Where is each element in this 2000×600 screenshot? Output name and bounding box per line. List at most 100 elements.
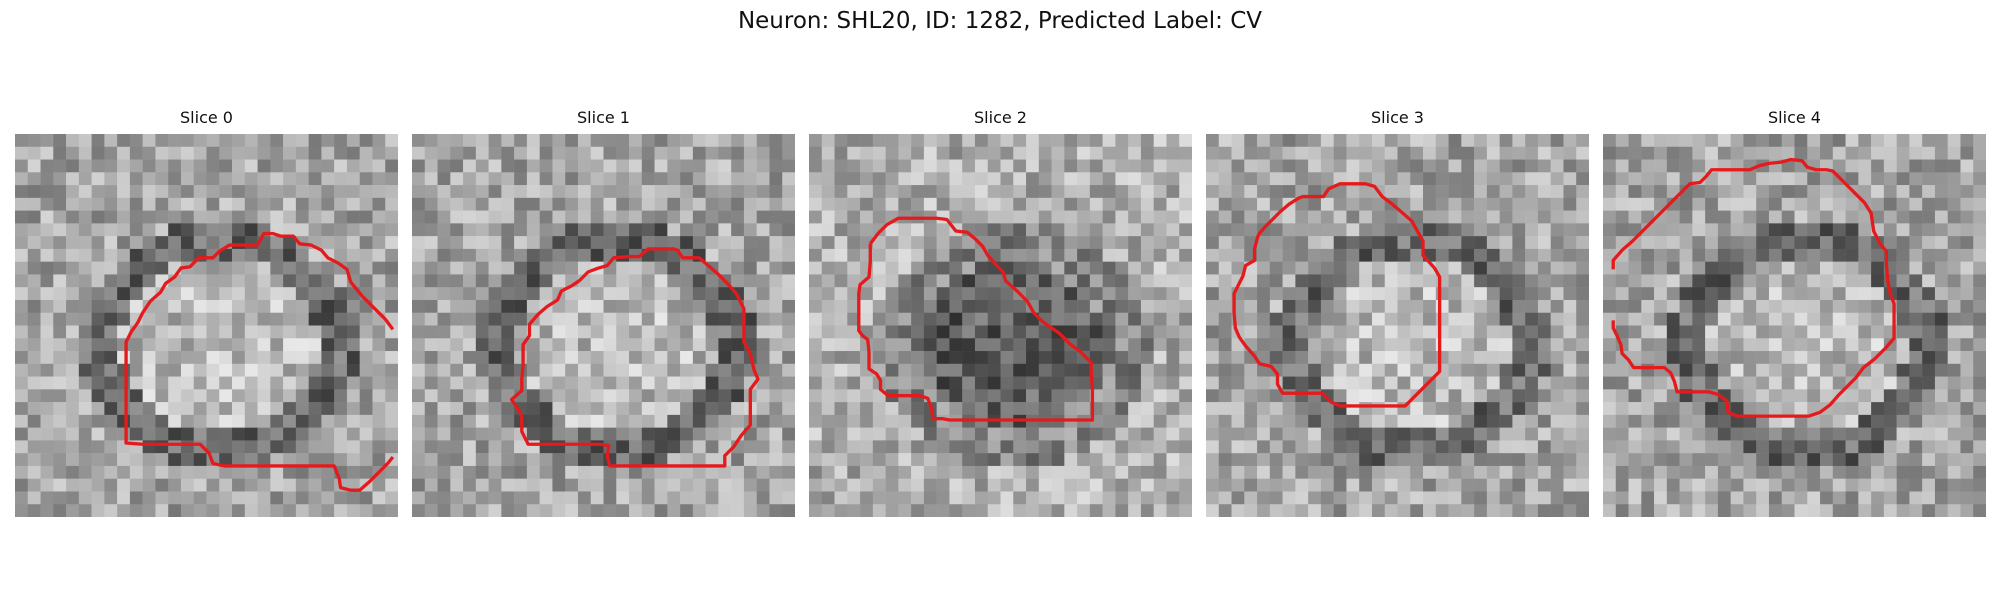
image-pixel bbox=[1550, 325, 1564, 339]
image-pixel bbox=[257, 248, 271, 262]
image-pixel bbox=[1371, 427, 1385, 441]
image-pixel bbox=[155, 287, 169, 301]
image-pixel bbox=[923, 363, 937, 377]
image-pixel bbox=[91, 338, 105, 352]
image-pixel bbox=[1576, 465, 1589, 479]
image-pixel bbox=[1692, 197, 1706, 211]
image-pixel bbox=[1537, 351, 1551, 365]
image-pixel bbox=[718, 402, 732, 416]
image-pixel bbox=[1794, 287, 1808, 301]
image-pixel bbox=[1960, 312, 1974, 326]
image-pixel bbox=[257, 185, 271, 199]
image-pixel bbox=[526, 210, 540, 224]
image-pixel bbox=[872, 236, 886, 250]
image-pixel bbox=[1435, 185, 1449, 199]
image-pixel bbox=[769, 376, 783, 390]
image-pixel bbox=[1871, 363, 1885, 377]
image-pixel bbox=[15, 159, 29, 173]
image-pixel bbox=[1768, 440, 1782, 454]
image-pixel bbox=[847, 223, 861, 237]
image-pixel bbox=[1346, 402, 1360, 416]
image-pixel bbox=[295, 478, 309, 492]
image-pixel bbox=[1896, 351, 1910, 365]
image-pixel bbox=[1206, 414, 1220, 428]
image-pixel bbox=[667, 338, 681, 352]
image-pixel bbox=[1320, 159, 1334, 173]
image-pixel bbox=[885, 312, 899, 326]
image-pixel bbox=[1820, 236, 1834, 250]
image-pixel bbox=[1320, 236, 1334, 250]
image-pixel bbox=[1206, 134, 1220, 148]
image-pixel bbox=[1934, 146, 1948, 160]
image-pixel bbox=[821, 389, 835, 403]
image-pixel bbox=[1756, 185, 1770, 199]
image-pixel bbox=[129, 299, 143, 313]
image-pixel bbox=[372, 274, 386, 288]
image-pixel bbox=[1909, 223, 1923, 237]
image-pixel bbox=[1909, 389, 1923, 403]
image-pixel bbox=[1102, 453, 1116, 467]
image-pixel bbox=[667, 414, 681, 428]
image-pixel bbox=[155, 325, 169, 339]
image-pixel bbox=[769, 351, 783, 365]
image-pixel bbox=[1705, 261, 1719, 275]
image-pixel bbox=[1883, 185, 1897, 199]
image-pixel bbox=[40, 185, 54, 199]
image-pixel bbox=[1218, 287, 1232, 301]
image-pixel bbox=[1871, 427, 1885, 441]
image-pixel bbox=[1947, 236, 1961, 250]
image-pixel bbox=[962, 363, 976, 377]
image-pixel bbox=[1257, 248, 1271, 262]
image-pixel bbox=[78, 478, 92, 492]
image-pixel bbox=[1973, 287, 1986, 301]
image-pixel bbox=[424, 159, 438, 173]
image-pixel bbox=[692, 325, 706, 339]
image-pixel bbox=[1359, 312, 1373, 326]
image-pixel bbox=[155, 248, 169, 262]
image-pixel bbox=[78, 504, 92, 517]
image-pixel bbox=[1346, 478, 1360, 492]
image-pixel bbox=[1308, 223, 1322, 237]
image-pixel bbox=[949, 491, 963, 505]
image-pixel bbox=[821, 402, 835, 416]
image-pixel bbox=[53, 338, 67, 352]
image-pixel bbox=[66, 465, 80, 479]
image-pixel bbox=[1666, 287, 1680, 301]
image-pixel bbox=[756, 299, 770, 313]
image-pixel bbox=[603, 159, 617, 173]
image-pixel bbox=[27, 504, 41, 517]
image-pixel bbox=[488, 185, 502, 199]
image-pixel bbox=[1692, 491, 1706, 505]
image-pixel bbox=[860, 453, 874, 467]
image-pixel bbox=[667, 134, 681, 148]
image-pixel bbox=[1896, 248, 1910, 262]
image-pixel bbox=[1026, 159, 1040, 173]
image-pixel bbox=[78, 299, 92, 313]
image-pixel bbox=[1026, 478, 1040, 492]
image-pixel bbox=[1768, 185, 1782, 199]
image-pixel bbox=[1269, 287, 1283, 301]
image-pixel bbox=[1064, 491, 1078, 505]
image-pixel bbox=[1206, 363, 1220, 377]
image-pixel bbox=[270, 210, 284, 224]
image-pixel bbox=[15, 465, 29, 479]
image-pixel bbox=[692, 351, 706, 365]
image-pixel bbox=[1461, 172, 1475, 186]
image-pixel bbox=[949, 134, 963, 148]
image-pixel bbox=[1166, 223, 1180, 237]
image-pixel bbox=[40, 389, 54, 403]
image-pixel bbox=[1397, 134, 1411, 148]
image-pixel bbox=[1064, 236, 1078, 250]
image-pixel bbox=[860, 376, 874, 390]
image-pixel bbox=[743, 478, 757, 492]
image-pixel bbox=[847, 210, 861, 224]
image-pixel bbox=[1448, 223, 1462, 237]
image-pixel bbox=[1896, 453, 1910, 467]
image-pixel bbox=[1486, 389, 1500, 403]
image-pixel bbox=[603, 465, 617, 479]
image-pixel bbox=[1666, 197, 1680, 211]
image-pixel bbox=[590, 223, 604, 237]
image-pixel bbox=[1102, 465, 1116, 479]
image-pixel bbox=[308, 248, 322, 262]
image-pixel bbox=[552, 440, 566, 454]
